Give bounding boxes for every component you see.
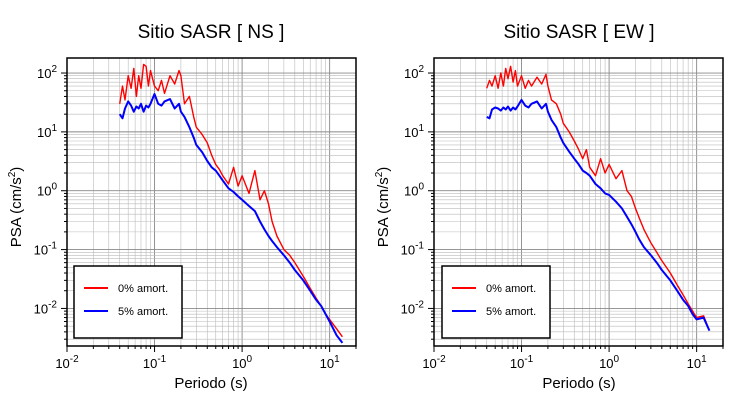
panel-ew-series-undamped-line <box>486 65 711 331</box>
panel-ns-legend-label-0: 0% amort. <box>118 283 168 295</box>
panel-ns-series-damped-line <box>118 93 344 344</box>
panel-ew-ytick-label: 10-2 <box>401 299 425 316</box>
panel-ns-xtick-labels: 10-2 10-1 100 101 <box>55 354 340 371</box>
panel-ew-title: Sitio SASR [ EW ] <box>504 22 655 43</box>
panel-ew-xtick-label: 100 <box>599 354 619 371</box>
panel-ew-legend-label-1: 5% amort. <box>486 306 536 318</box>
panel-ns-ytick-labels: 10-2 10-1 100 101 102 <box>34 64 58 316</box>
panel-ns-ytick-label: 101 <box>37 123 57 140</box>
panel-ew: Sitio SASR [ EW ] 10-2 10-1 100 101 10-210-… <box>374 22 724 392</box>
panel-ew-xlabel: Periodo (s) <box>542 375 615 392</box>
panel-ns-frame <box>66 57 357 347</box>
panel-ns-ylabel: PSA (cm/s2) <box>7 167 25 248</box>
panel-ew-series-damped-line <box>486 98 711 332</box>
panel-ns-legend-label-1: 5% amort. <box>118 306 168 318</box>
panel-ew-series <box>486 65 711 332</box>
panel-ns-ytick-label: 10-2 <box>34 299 58 316</box>
panel-ew-xtick-label: 101 <box>687 354 707 371</box>
panel-ns: Sitio SASR [ NS ] 10-2 10-1 100 101 10-210-… <box>7 22 357 392</box>
panel-ew-legend: 0% amort. 5% amort. <box>441 265 551 339</box>
panel-ns-xtick-label: 101 <box>320 354 340 371</box>
panel-ew-ylabel: PSA (cm/s2) <box>374 167 392 248</box>
panel-ew-ytick-label: 102 <box>404 64 424 81</box>
panel-ew-xtick-label: 10-1 <box>510 354 534 371</box>
panel-ns-series <box>118 63 344 344</box>
panel-ns-xtick-label: 10-1 <box>143 354 167 371</box>
panel-ns-title: Sitio SASR [ NS ] <box>138 22 285 43</box>
panel-ew-xtick-labels: 10-2 10-1 100 101 <box>422 354 707 371</box>
panel-ew-ytick-label: 10-1 <box>401 241 425 258</box>
panel-ew-legend-box <box>441 265 551 339</box>
panel-ns-ytick-label: 100 <box>37 182 57 199</box>
panel-ew-frame <box>433 57 724 347</box>
panel-ns-ytick-label: 102 <box>37 64 57 81</box>
panel-ew-gridlines <box>428 58 724 352</box>
panel-ew-ytick-label: 101 <box>404 123 424 140</box>
panel-ns-series-undamped-line <box>119 63 343 338</box>
panel-ns-xtick-label: 10-2 <box>55 354 79 371</box>
panel-ew-ytick-label: 100 <box>404 182 424 199</box>
panel-ew-ytick-labels: 10-2 10-1 100 101 102 <box>401 64 425 316</box>
panel-ew-legend-label-0: 0% amort. <box>486 283 536 295</box>
panel-ns-xtick-label: 100 <box>232 354 252 371</box>
panel-ns-ytick-label: 10-1 <box>34 241 58 258</box>
panel-ns-legend-box <box>73 265 183 339</box>
panel-ns-xlabel: Periodo (s) <box>174 375 247 392</box>
panel-ns-legend: 0% amort. 5% amort. <box>73 265 183 339</box>
panel-ew-xtick-label: 10-2 <box>422 354 446 371</box>
